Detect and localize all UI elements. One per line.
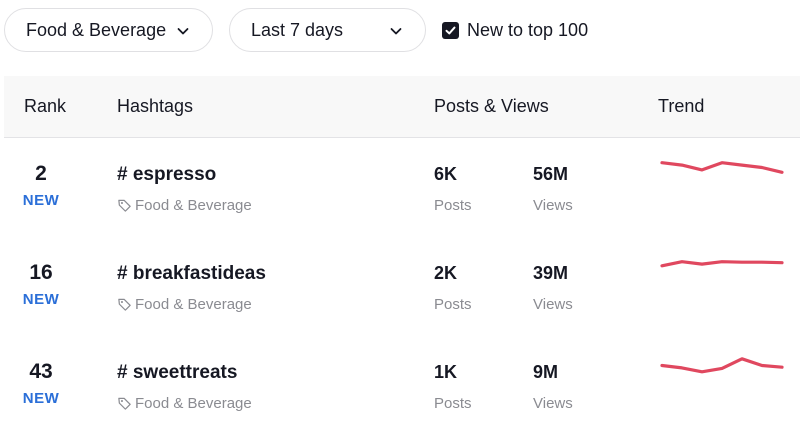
header-rank: Rank bbox=[24, 96, 67, 116]
posts-label: Posts bbox=[434, 395, 472, 412]
table-header: Rank Hashtags Posts & Views Trend bbox=[4, 76, 800, 138]
table-row[interactable]: 2 NEW # espresso Food & Beverage 6K Post… bbox=[0, 140, 800, 239]
posts-count: 1K bbox=[434, 362, 458, 382]
checkmark-icon bbox=[445, 26, 456, 34]
header-hashtags: Hashtags bbox=[117, 96, 194, 116]
new-to-top-checkbox[interactable] bbox=[442, 21, 459, 39]
trend-sparkline bbox=[660, 260, 784, 268]
trend-line bbox=[660, 357, 784, 374]
table-row[interactable]: 16 NEW # breakfastideas Food & Beverage … bbox=[0, 239, 800, 338]
hashtag-category: Food & Beverage bbox=[117, 296, 252, 313]
new-badge: NEW bbox=[22, 291, 60, 308]
chevron-down-icon bbox=[390, 28, 402, 35]
tag-icon bbox=[118, 199, 131, 212]
new-badge: NEW bbox=[22, 192, 60, 209]
views-label: Views bbox=[533, 197, 573, 214]
period-dropdown-label: Last 7 days bbox=[251, 19, 344, 40]
category-label: Food & Beverage bbox=[135, 395, 252, 412]
trend-line bbox=[660, 260, 784, 268]
chevron-down-icon bbox=[177, 28, 189, 35]
posts-label: Posts bbox=[434, 197, 472, 214]
rank-number: 16 bbox=[29, 261, 53, 284]
table-row[interactable]: 43 NEW # sweettreats Food & Beverage 1K … bbox=[0, 338, 800, 437]
hashtag-name[interactable]: # breakfastideas bbox=[117, 263, 266, 284]
posts-count: 2K bbox=[434, 263, 458, 283]
posts-count: 6K bbox=[434, 164, 458, 184]
trend-sparkline bbox=[660, 161, 784, 174]
header-posts-views: Posts & Views bbox=[434, 96, 549, 116]
filter-bar: Food & Beverage Last 7 days New to top 1… bbox=[0, 0, 800, 62]
new-to-top-label: New to top 100 bbox=[467, 19, 589, 40]
views-label: Views bbox=[533, 296, 573, 313]
rank-number: 43 bbox=[29, 360, 53, 383]
trend-line bbox=[660, 161, 784, 174]
hashtag-name[interactable]: # espresso bbox=[117, 164, 217, 185]
views-label: Views bbox=[533, 395, 573, 412]
tag-icon bbox=[118, 397, 131, 410]
hashtag-name[interactable]: # sweettreats bbox=[117, 362, 238, 383]
new-badge: NEW bbox=[22, 390, 60, 407]
category-label: Food & Beverage bbox=[135, 296, 252, 313]
category-label: Food & Beverage bbox=[135, 197, 252, 214]
views-count: 56M bbox=[533, 164, 569, 184]
hashtag-category: Food & Beverage bbox=[117, 395, 252, 412]
trend-sparkline bbox=[660, 357, 784, 374]
posts-label: Posts bbox=[434, 296, 472, 313]
hashtag-category: Food & Beverage bbox=[117, 197, 252, 214]
period-dropdown[interactable]: Last 7 days bbox=[229, 8, 426, 52]
views-count: 9M bbox=[533, 362, 559, 382]
rank-number: 2 bbox=[35, 162, 47, 185]
industry-dropdown[interactable]: Food & Beverage bbox=[4, 8, 213, 52]
header-trend: Trend bbox=[658, 96, 705, 116]
views-count: 39M bbox=[533, 263, 569, 283]
industry-dropdown-label: Food & Beverage bbox=[26, 19, 167, 40]
tag-icon bbox=[118, 298, 131, 311]
new-to-top-toggle[interactable]: New to top 100 bbox=[442, 19, 588, 41]
